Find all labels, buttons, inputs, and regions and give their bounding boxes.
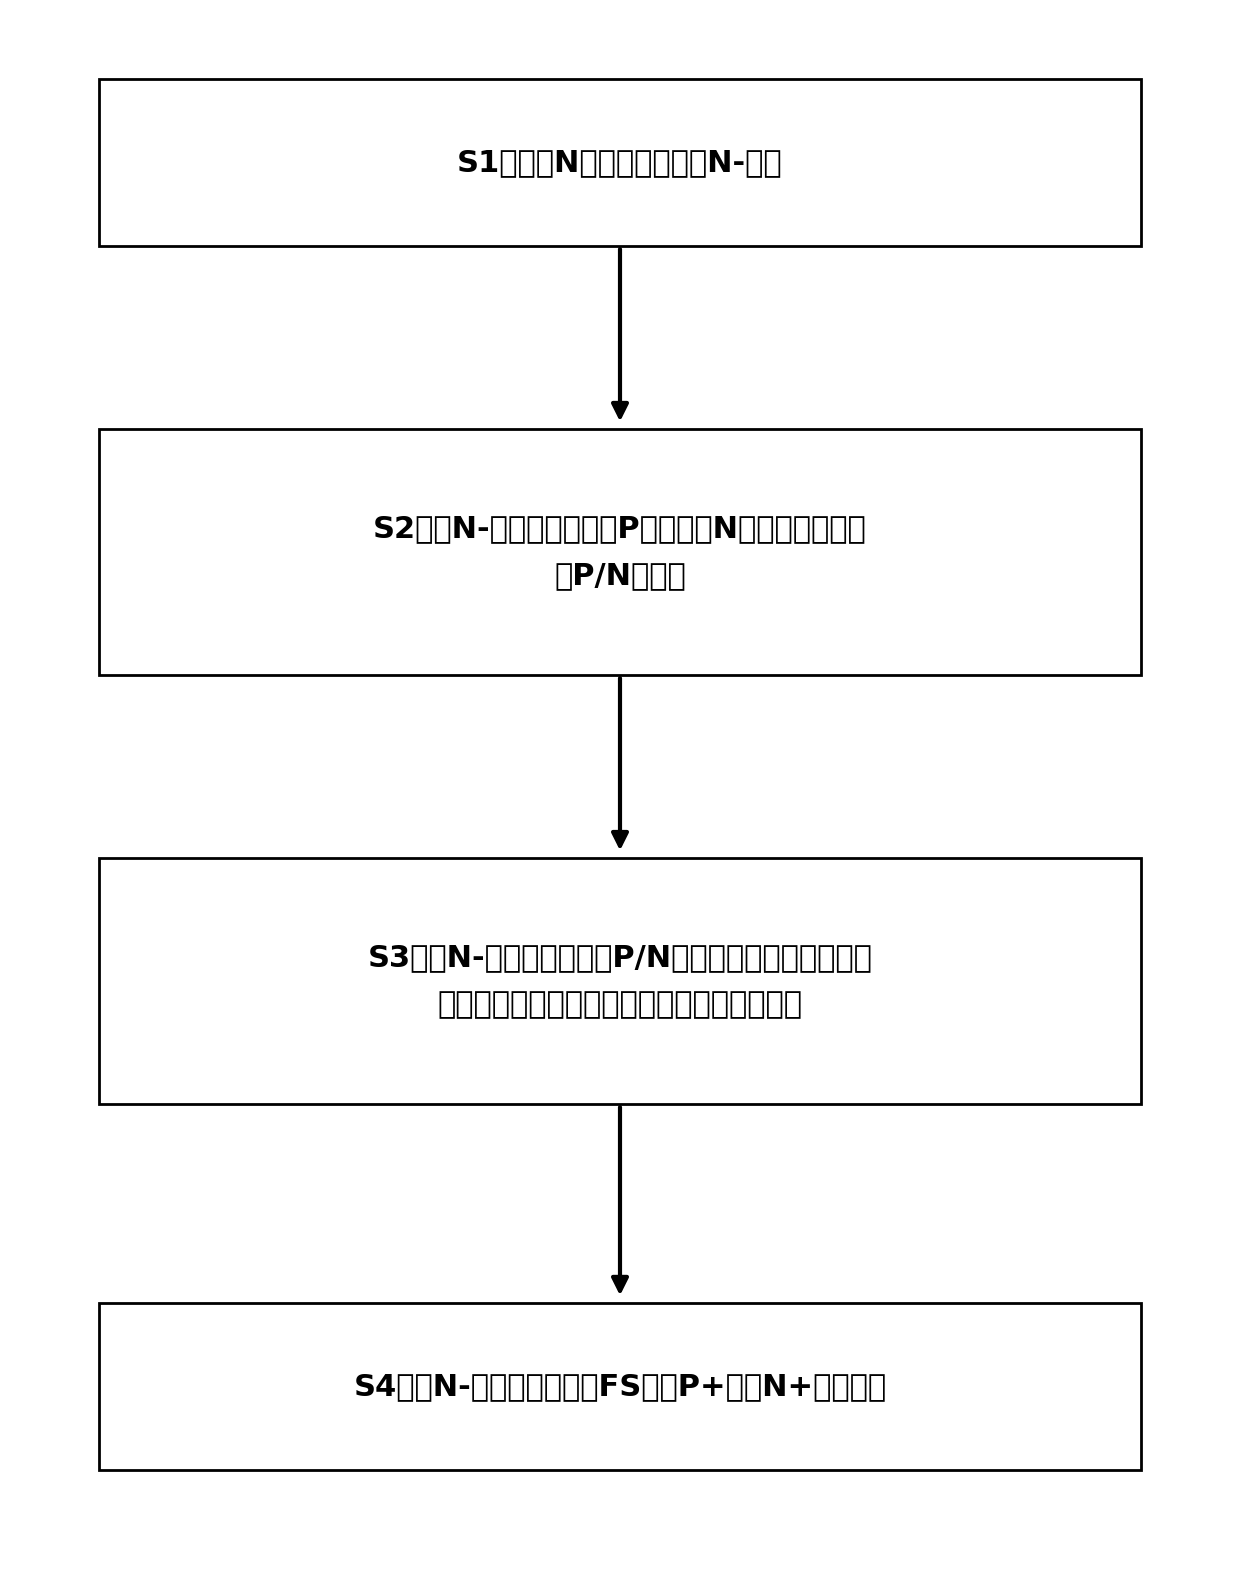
Bar xyxy=(99,858,1141,1104)
Bar xyxy=(99,429,1141,675)
Text: S3：在N-衬底背面上位于P/N超结区至底端的部分制备
第一安装槽，在第一安装槽内填充第一绝缘层: S3：在N-衬底背面上位于P/N超结区至底端的部分制备 第一安装槽，在第一安装槽… xyxy=(367,942,873,1020)
Bar xyxy=(99,1303,1141,1470)
Bar xyxy=(99,79,1141,246)
Text: S2：在N-衬底中部制备由P型区域和N型区域交替形成
的P/N超结区: S2：在N-衬底中部制备由P型区域和N型区域交替形成 的P/N超结区 xyxy=(373,513,867,591)
Text: S1：采用N半导体材料制备N-衬底: S1：采用N半导体材料制备N-衬底 xyxy=(458,148,782,178)
Text: S4：在N-衬底上分别制备FS层、P+层、N+层和元胞: S4：在N-衬底上分别制备FS层、P+层、N+层和元胞 xyxy=(353,1371,887,1401)
